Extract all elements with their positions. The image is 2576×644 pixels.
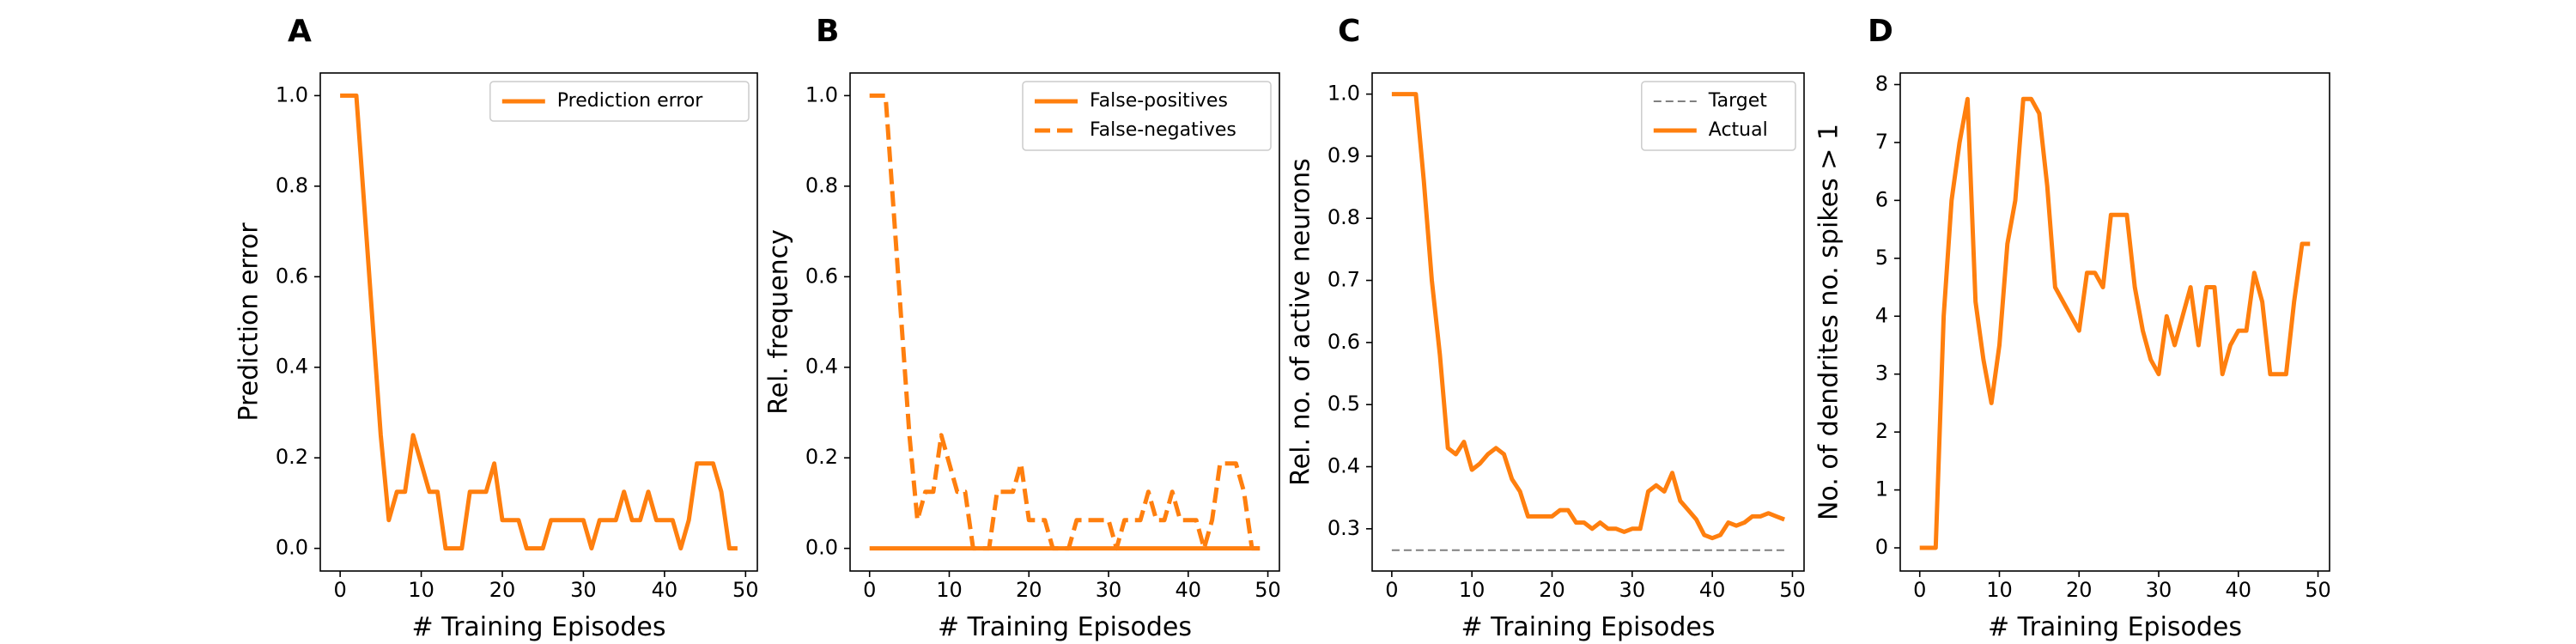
- panel-letter: B: [816, 14, 839, 49]
- y-tick-label: 7: [1875, 130, 1888, 154]
- legend: Prediction error: [489, 81, 750, 122]
- x-tick-label: 50: [1779, 578, 1806, 602]
- axes-frame: [1899, 72, 2330, 572]
- x-tick-label: 50: [1255, 578, 1281, 602]
- y-tick-label: 0.2: [805, 445, 838, 469]
- panel-a: A 0 10 20 30 40 50 0.0 0.2 0.4 0.6 0.8 1.0 # Training…: [234, 14, 759, 642]
- legend-label: Prediction error: [557, 90, 703, 112]
- y-tick-label: 0.4: [276, 355, 308, 379]
- y-tick-label: 4: [1875, 303, 1888, 327]
- y-tick-label: 0.0: [805, 536, 838, 560]
- x-axis-label: # Training Episodes: [938, 612, 1192, 642]
- x-tick-label: 40: [2226, 578, 2252, 602]
- y-tick-label: 1: [1875, 477, 1888, 501]
- y-tick-label: 0.6: [1327, 330, 1360, 354]
- axes-frame: [849, 72, 1280, 572]
- legend-box: [489, 81, 750, 122]
- x-tick-label: 0: [1385, 578, 1398, 602]
- y-tick-label: 0.6: [276, 264, 308, 288]
- y-tick-label: 0: [1875, 535, 1888, 559]
- panel-c: C 0 10 20 30 40 50 0.3 0.4 0.5 0.6 0.7 0.8 0.9 1.0 # Tr…: [1286, 14, 1806, 642]
- x-tick-label: 40: [652, 578, 678, 602]
- x-tick-label: 40: [1176, 578, 1202, 602]
- series-line-actual: [1391, 92, 1786, 541]
- y-tick-label: 6: [1875, 187, 1888, 211]
- series-line-false-negatives: [869, 93, 1261, 551]
- y-tick-label: 0.6: [805, 264, 838, 288]
- axes-frame: [1371, 72, 1805, 572]
- y-tick-label: 0.9: [1327, 143, 1360, 167]
- x-tick-label: 20: [1016, 578, 1042, 602]
- x-tick-label: 30: [1096, 578, 1122, 602]
- legend-box: [1022, 81, 1272, 151]
- x-tick-label: 20: [2066, 578, 2093, 602]
- x-tick-label: 50: [2305, 578, 2331, 602]
- y-tick-label: 0.2: [276, 445, 308, 469]
- x-tick-label: 40: [1699, 578, 1726, 602]
- legend-label: False-negatives: [1090, 119, 1236, 141]
- y-tick-label: 0.4: [805, 355, 838, 379]
- series-line-prediction-error: [340, 93, 738, 551]
- x-tick-label: 20: [1539, 578, 1565, 602]
- y-axis-label: Prediction error: [234, 222, 264, 422]
- panel-letter: C: [1338, 14, 1360, 49]
- y-tick-label: 1.0: [1327, 82, 1360, 106]
- y-tick-label: 1.0: [276, 82, 308, 106]
- x-tick-label: 30: [2146, 578, 2172, 602]
- y-tick-label: 0.5: [1327, 392, 1360, 416]
- y-tick-label: 0.8: [805, 173, 838, 197]
- x-tick-label: 30: [570, 578, 597, 602]
- series-line-data: [1919, 96, 2311, 550]
- axes-frame: [319, 72, 758, 572]
- y-axis-label: Rel. frequency: [764, 229, 794, 415]
- y-tick-label: 3: [1875, 361, 1888, 386]
- x-tick-label: 10: [936, 578, 963, 602]
- x-tick-label: 0: [863, 578, 876, 602]
- x-axis-label: # Training Episodes: [411, 612, 665, 642]
- panel-letter: D: [1868, 14, 1893, 49]
- x-tick-label: 30: [1619, 578, 1646, 602]
- x-tick-label: 20: [489, 578, 516, 602]
- y-axis-label: No. of dendrites no. spikes > 1: [1814, 124, 1844, 520]
- x-tick-label: 10: [408, 578, 434, 602]
- panel-letter: A: [288, 14, 312, 49]
- x-axis-label: # Training Episodes: [1461, 612, 1715, 642]
- y-tick-label: 1.0: [805, 82, 838, 106]
- x-tick-label: 10: [1986, 578, 2013, 602]
- x-tick-label: 0: [1913, 578, 1926, 602]
- x-axis-label: # Training Episodes: [1988, 612, 2242, 642]
- legend-box: [1641, 81, 1796, 151]
- legend: False-positives False-negatives: [1022, 81, 1272, 151]
- y-axis-label: Rel. no. of active neurons: [1286, 158, 1316, 486]
- legend-label: Actual: [1709, 119, 1768, 141]
- x-tick-label: 0: [333, 578, 346, 602]
- x-tick-label: 10: [1459, 578, 1485, 602]
- legend: Target Actual: [1641, 81, 1796, 151]
- y-tick-label: 5: [1875, 246, 1888, 270]
- panel-d: D 0 10 20 30 40 50 0 1 2 3 4 5 6 7 8 # Training Episodes…: [1814, 14, 2331, 642]
- y-tick-label: 0.7: [1327, 268, 1360, 292]
- y-tick-label: 0.8: [1327, 205, 1360, 229]
- panel-b: B 0 10 20 30 40 50 0.0 0.2 0.4 0.6 0.8 1.0 # Training…: [764, 14, 1281, 642]
- y-tick-label: 8: [1875, 71, 1888, 95]
- x-tick-label: 50: [732, 578, 759, 602]
- y-tick-label: 0.3: [1327, 516, 1360, 540]
- y-tick-label: 0.4: [1327, 454, 1360, 478]
- y-tick-label: 0.0: [276, 536, 308, 560]
- legend-label: False-positives: [1090, 90, 1228, 112]
- y-tick-label: 0.8: [276, 173, 308, 197]
- y-tick-label: 2: [1875, 419, 1888, 443]
- legend-label: Target: [1708, 90, 1767, 112]
